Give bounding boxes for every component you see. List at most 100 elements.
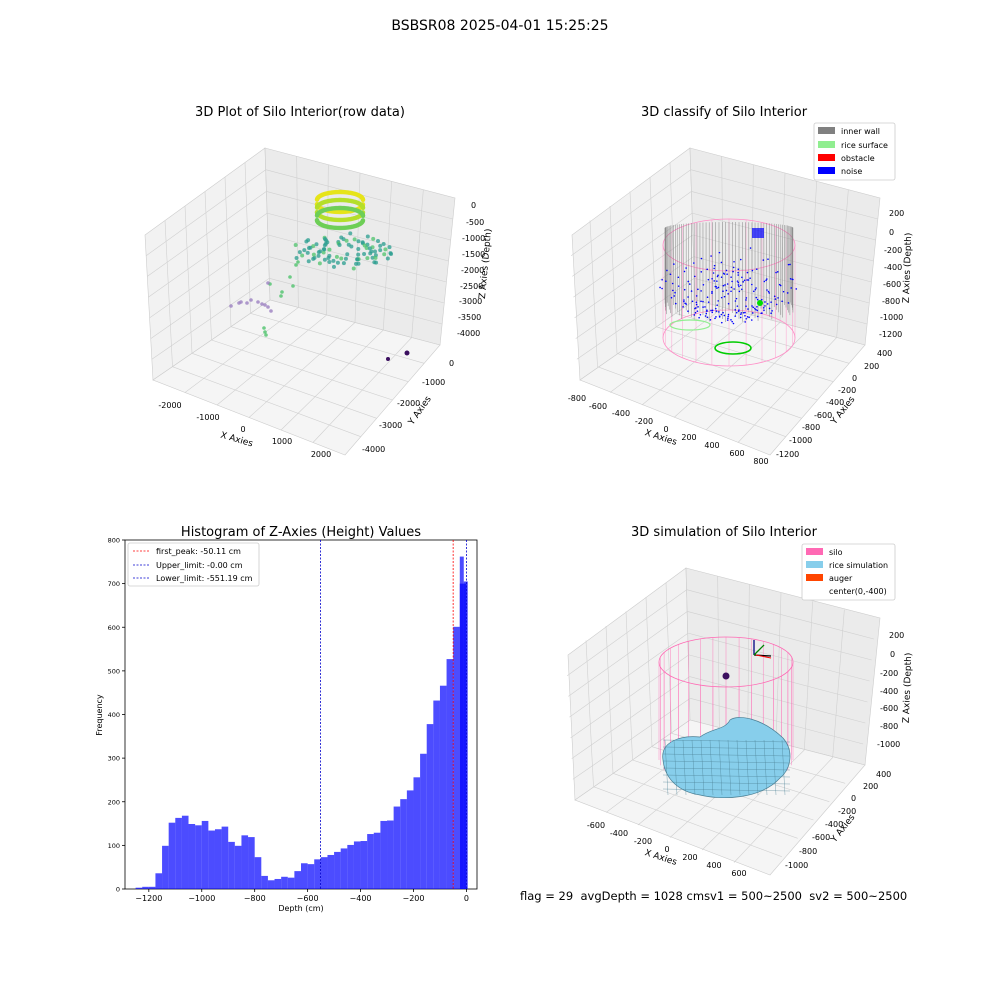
raw-point [245, 301, 249, 305]
noise-point [694, 311, 697, 314]
raw-point [356, 239, 361, 244]
pane-gridline [269, 277, 443, 325]
simulation-3d-plot: -600 -400 -200 0 200 400 600 400 200 0 -… [566, 543, 914, 878]
noise-point [687, 310, 689, 312]
noise-point [710, 255, 712, 257]
noise-point [722, 311, 724, 314]
histogram-ytick-label: 500 [108, 667, 120, 675]
legend-label: Upper_limit: -0.00 cm [156, 561, 243, 570]
noise-point [720, 276, 723, 278]
histogram-ytick-label: 600 [108, 624, 120, 632]
noise-point [693, 275, 696, 278]
noise-point [751, 305, 753, 307]
raw-point [387, 245, 392, 250]
histogram-xtick-label: −1000 [188, 894, 215, 903]
histogram-xtick-label: −200 [402, 894, 424, 903]
noise-point [695, 303, 698, 306]
noise-point [683, 288, 686, 291]
noise-point [781, 300, 783, 303]
raw-point [386, 357, 390, 361]
noise-point [727, 293, 729, 295]
raw-point [311, 256, 316, 261]
classify-ztick: -1200 [879, 330, 902, 339]
pane-gridline [576, 278, 695, 360]
raw-point [304, 239, 309, 244]
pane-gridline [148, 212, 268, 298]
raw-point [343, 256, 348, 261]
noise-point [716, 304, 718, 306]
histogram-bar [367, 834, 374, 889]
simulation-xlabel: X Axies [643, 848, 678, 868]
noise-point [700, 257, 703, 260]
raw-ztick: -3500 [458, 313, 481, 322]
raw-point [229, 304, 233, 308]
noise-point [697, 306, 699, 308]
pane-gridline [836, 189, 849, 338]
histogram-ytick-label: 200 [108, 798, 120, 806]
pane-gridline [224, 176, 232, 327]
classify-legend: inner wall rice surface obstacle noise [813, 122, 896, 181]
simulation-ztick: -1000 [877, 740, 900, 749]
noise-point [775, 303, 778, 306]
noise-point [787, 263, 790, 266]
noise-point [789, 263, 791, 266]
noise-point [755, 308, 757, 311]
noise-point [711, 309, 714, 312]
noise-point [736, 305, 739, 307]
noise-point [765, 279, 767, 282]
noise-point [674, 302, 677, 305]
legend-label: noise [841, 167, 862, 176]
noise-point [661, 287, 663, 290]
histogram-xtick-label: −800 [244, 894, 266, 903]
histogram-bar [294, 871, 301, 889]
classify-xtick: -600 [589, 402, 607, 411]
pane-gridline [612, 773, 798, 839]
raw-point [305, 250, 310, 255]
noise-point [755, 268, 758, 270]
noise-point [693, 314, 696, 316]
raw-ytick: -2000 [397, 399, 420, 408]
raw-point [354, 261, 359, 266]
noise-point [789, 277, 792, 280]
raw-point [383, 247, 388, 252]
noise-point [724, 284, 726, 286]
pane-gridline [573, 212, 693, 298]
pane-gridline [585, 640, 594, 787]
noise-point [742, 281, 745, 283]
noise-point [738, 285, 740, 288]
raw-point [374, 260, 379, 265]
histogram-bar [327, 854, 335, 889]
raw-xtick: -1000 [196, 413, 219, 422]
simulation-xtick: 0 [664, 845, 669, 854]
histogram-bar [393, 806, 401, 889]
pane-gridline [625, 611, 633, 761]
noise-point [697, 288, 699, 291]
noise-point [711, 311, 714, 314]
noise-point [709, 319, 712, 321]
raw-point [239, 300, 243, 304]
noise-point [776, 271, 779, 273]
simulation-ztick: -600 [880, 704, 898, 713]
raw-point [314, 242, 319, 247]
raw-point [348, 231, 353, 236]
raw-point [266, 281, 270, 285]
raw-point [322, 243, 327, 248]
histogram-bar [142, 886, 149, 889]
raw-point [318, 249, 323, 254]
noise-point [746, 279, 748, 281]
rice-mesh-line [691, 739, 696, 796]
noise-point [745, 297, 748, 299]
histogram-ytick-label: 800 [108, 537, 120, 545]
rice-mesh-line [662, 781, 791, 785]
classify-ztick: -400 [884, 263, 902, 272]
noise-point [748, 316, 750, 319]
noise-point [754, 307, 756, 310]
histogram-ytick-label: 400 [108, 711, 120, 719]
histogram-bar [188, 823, 196, 889]
noise-point [717, 274, 719, 277]
noise-point [696, 310, 699, 312]
pane-gridline [689, 676, 866, 724]
noise-point [714, 285, 717, 288]
histogram-bar [463, 581, 468, 889]
rice-mesh-line [662, 767, 791, 771]
